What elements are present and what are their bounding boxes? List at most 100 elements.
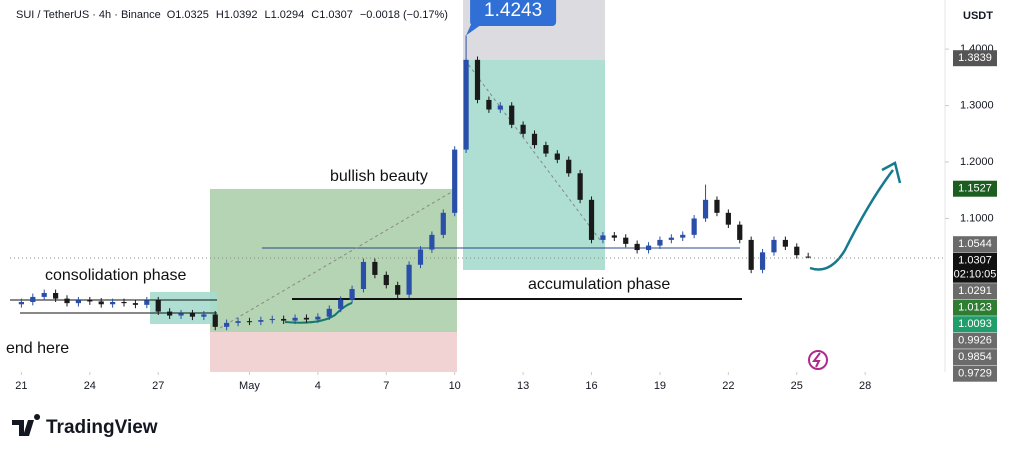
candle-body (121, 302, 127, 304)
annotation: accumulation phase (528, 276, 670, 293)
price-label-box (953, 332, 997, 349)
candle-body (18, 302, 25, 305)
price-label: 1.1527 (958, 183, 992, 195)
x-tick-label: 22 (722, 380, 734, 392)
candle-body (87, 300, 93, 302)
y-tick-label: 1.1000 (960, 212, 994, 224)
short-position-profit (463, 60, 605, 270)
callout-label: 1.4243 (484, 0, 542, 21)
candle-body (588, 199, 595, 240)
x-tick-label: May (239, 380, 260, 392)
candle-body (691, 218, 697, 235)
candle-body (543, 145, 549, 154)
price-label-box (953, 349, 997, 366)
candle-body (224, 322, 230, 327)
candle-body (167, 311, 173, 316)
candle-body (634, 243, 640, 251)
candle-body (326, 308, 332, 317)
curve (284, 302, 353, 324)
price-label: 1.0093 (958, 318, 992, 330)
x-tick-label: 16 (585, 380, 597, 392)
x-tick-label: 10 (449, 380, 461, 392)
x-tick-label: 21 (15, 380, 27, 392)
candle-body (452, 149, 458, 213)
candle-body (372, 261, 378, 275)
ohlc: O1.0325 (167, 9, 209, 21)
candle-body (144, 300, 150, 305)
candle-body (235, 321, 241, 323)
price-label: 0.9926 (958, 335, 992, 347)
x-tick-label: 13 (517, 380, 529, 392)
price-label: 1.0123 (958, 302, 992, 314)
candle-body (509, 105, 515, 125)
annotation: end here (6, 340, 69, 357)
x-tick-label: 28 (859, 380, 871, 392)
x-tick-label: 4 (315, 380, 321, 392)
candle-body (30, 296, 36, 303)
candle-body (440, 212, 446, 235)
arrowhead (881, 161, 902, 184)
candle-body (189, 313, 196, 317)
long-position-profit (210, 189, 457, 332)
price-label-box (953, 316, 997, 333)
price-label-box (953, 365, 997, 382)
candle-body (53, 292, 59, 299)
candle-body (680, 234, 686, 238)
price-callout (470, 0, 557, 26)
logo-icon (12, 414, 41, 436)
candle-body (645, 245, 652, 251)
x-tick-label: 24 (84, 380, 96, 392)
candle-body (474, 59, 481, 100)
legend: SUI / TetherUS · 4h · Binance O1.0325 H1… (16, 9, 448, 21)
candle-body (417, 249, 424, 265)
candle-body (132, 303, 139, 305)
candle-body (497, 105, 503, 110)
candle-body (600, 235, 606, 240)
candle-body (714, 199, 720, 213)
price-label-box (953, 180, 997, 197)
candle-body (360, 261, 367, 290)
candle-body (611, 235, 617, 238)
candle-body (668, 237, 674, 240)
brand: TradingView (46, 417, 158, 438)
price-label-box (953, 50, 997, 67)
candle-body (395, 285, 401, 295)
candle-body (349, 289, 355, 300)
price-label: 1.3839 (958, 52, 992, 64)
candle-body (531, 133, 538, 146)
price-label: 0.9854 (958, 351, 992, 363)
candle-body (566, 159, 572, 174)
candle-body (702, 199, 709, 219)
candle-body (771, 239, 777, 253)
x-tick-label: 7 (383, 380, 389, 392)
annotation: consolidation phase (45, 267, 187, 284)
callout-pointer (466, 22, 483, 36)
candle-body (657, 239, 663, 246)
countdown: 02:10:05 (954, 269, 997, 281)
price-label: 1.0307 (958, 255, 992, 267)
symbol: SUI / TetherUS · 4h · Binance (16, 9, 161, 21)
candle-body (315, 316, 321, 320)
price-label-box (953, 236, 997, 253)
price-label: 1.0544 (958, 238, 992, 250)
candle-body (782, 239, 788, 247)
candle-body (281, 318, 287, 321)
candle-body (75, 300, 82, 304)
price-label-box (953, 283, 997, 300)
candle-body (623, 237, 629, 244)
candle-body (737, 224, 743, 240)
candle-body (155, 300, 161, 312)
candle-body (64, 298, 70, 304)
candle-body (246, 321, 253, 323)
candle-body (178, 313, 184, 316)
price-label: 1.0291 (958, 285, 992, 297)
candle-body (98, 301, 104, 305)
candle-body (554, 153, 560, 160)
candle-body (303, 317, 310, 320)
candle-body (383, 274, 389, 286)
candle-body (759, 252, 766, 270)
ohlc: C1.0307 (311, 9, 353, 21)
price-label-box (953, 252, 997, 283)
alert-icon[interactable] (808, 350, 828, 370)
